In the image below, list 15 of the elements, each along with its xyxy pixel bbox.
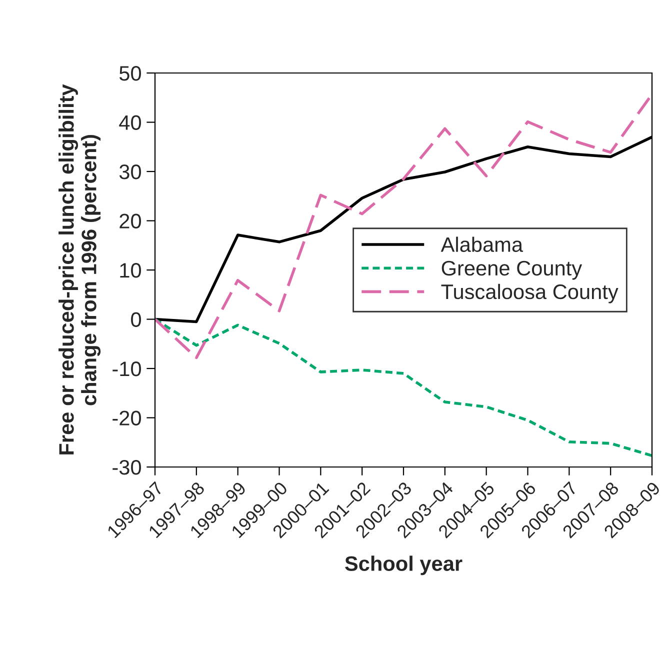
- y-tick-label: -30: [112, 460, 141, 475]
- y-tick-label: -20: [112, 410, 141, 426]
- line-series: [155, 318, 652, 458]
- y-tick-label: 20: [120, 214, 141, 229]
- legend-label: Greene County: [442, 260, 582, 280]
- y-tick-label: 40: [119, 115, 141, 130]
- legend-label: Tuscaloosa County: [441, 284, 618, 304]
- x-axis-title: School year: [345, 556, 462, 576]
- y-tick-label: -10: [112, 362, 141, 376]
- y-axis-title: Free or reduced-price lunch eligibility change from 1996 (percent): [58, 84, 101, 454]
- legend-label: Alabama: [440, 236, 524, 252]
- y-tick-label: 30: [119, 164, 141, 180]
- y-tick-label: 0: [131, 312, 141, 328]
- y-tick-label: 50: [119, 66, 141, 81]
- y-tick-label: 10: [120, 263, 141, 278]
